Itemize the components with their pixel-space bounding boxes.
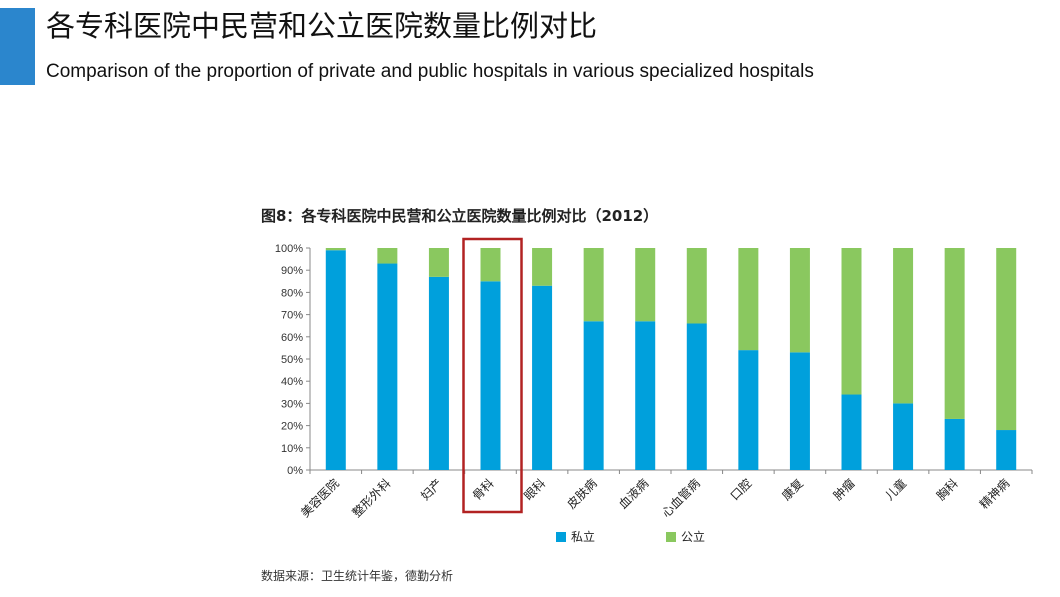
x-category-label: 精神病 xyxy=(976,476,1012,512)
y-tick-label: 40% xyxy=(281,376,303,388)
x-category-label: 心血管病 xyxy=(658,476,703,521)
chart-title: 图8：各专科医院中民营和公立医院数量比例对比（2012） xyxy=(261,207,659,225)
bar-private xyxy=(738,350,759,470)
legend-swatch-public xyxy=(666,532,676,542)
legend-swatch-private xyxy=(556,532,566,542)
bar-public xyxy=(738,248,759,351)
y-tick-label: 60% xyxy=(281,332,303,344)
bar-public xyxy=(789,248,810,353)
bar-private xyxy=(532,285,553,470)
bar-private xyxy=(428,276,449,470)
bar-private xyxy=(583,321,604,470)
bar-public xyxy=(325,248,346,251)
y-tick-label: 30% xyxy=(281,398,303,410)
bar-private xyxy=(893,403,914,470)
bar-public xyxy=(841,248,862,395)
bar-public xyxy=(532,248,553,286)
page-title: 各专科医院中民营和公立医院数量比例对比 xyxy=(46,9,598,43)
data-source-note: 数据来源：卫生统计年鉴，德勤分析 xyxy=(261,569,454,583)
bar-private xyxy=(480,281,501,470)
bar-public xyxy=(635,248,656,322)
x-category-label: 肿瘤 xyxy=(830,476,858,504)
y-tick-label: 70% xyxy=(281,310,303,322)
x-category-label: 口腔 xyxy=(727,476,755,504)
x-category-label: 骨科 xyxy=(470,476,497,503)
bar-private xyxy=(996,430,1017,470)
bar-private xyxy=(944,418,965,470)
x-category-label: 康复 xyxy=(778,476,806,504)
y-tick-label: 90% xyxy=(281,265,303,277)
y-tick-label: 100% xyxy=(275,243,303,255)
bar-private xyxy=(377,263,398,470)
x-category-label: 儿童 xyxy=(882,476,910,504)
x-category-label: 眼科 xyxy=(521,476,548,503)
x-category-label: 妇产 xyxy=(418,476,445,503)
y-tick-label: 0% xyxy=(287,465,303,477)
bar-public xyxy=(583,248,604,322)
y-tick-label: 10% xyxy=(281,443,303,455)
x-category-label: 血液病 xyxy=(615,476,651,512)
bar-private xyxy=(789,352,810,470)
bar-private xyxy=(841,394,862,470)
bar-private xyxy=(325,250,346,470)
title-accent-bar xyxy=(0,8,35,85)
bar-private xyxy=(635,321,656,470)
bar-public xyxy=(893,248,914,404)
y-tick-label: 50% xyxy=(281,354,303,366)
bar-public xyxy=(996,248,1017,431)
x-category-label: 整形外科 xyxy=(349,476,394,521)
x-category-label: 美容医院 xyxy=(297,476,342,521)
bar-public xyxy=(480,248,501,282)
bar-private xyxy=(686,323,707,470)
y-tick-label: 80% xyxy=(281,287,303,299)
highlight-box xyxy=(462,237,523,514)
legend-label-private: 私立 xyxy=(571,529,595,544)
x-category-label: 皮肤病 xyxy=(564,476,600,512)
page-subtitle: Comparison of the proportion of private … xyxy=(46,61,814,82)
y-tick-label: 20% xyxy=(281,421,303,433)
bar-public xyxy=(944,248,965,419)
bar-public xyxy=(428,248,449,277)
bar-public xyxy=(686,248,707,324)
x-category-label: 胸科 xyxy=(933,476,961,504)
legend-label-public: 公立 xyxy=(681,529,705,544)
bar-public xyxy=(377,248,398,264)
